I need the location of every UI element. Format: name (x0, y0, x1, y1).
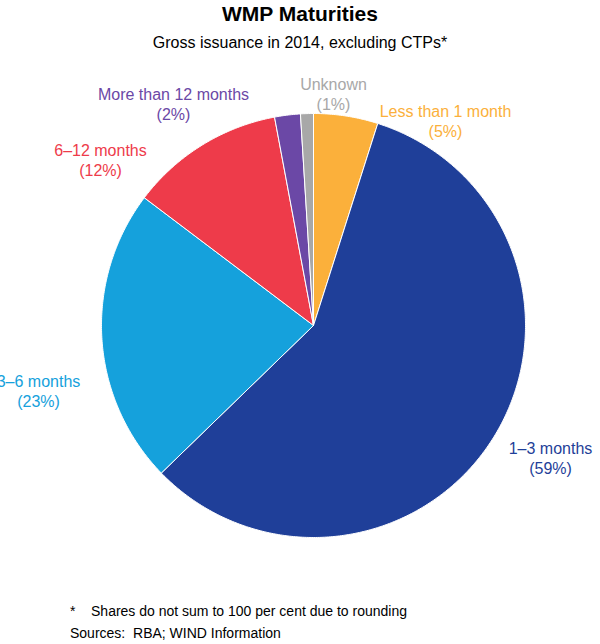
html-text:Sources: RBA; WIND Information: Sources: RBA; WIND Information (70, 625, 281, 641)
svg-text:More than 12 months(2%): More than 12 months(2%) (98, 86, 249, 123)
html-text:Gross issuance in 2014, exclud: Gross issuance in 2014, excluding CTPs* (152, 34, 448, 51)
svg-text:3–6 months(23%): 3–6 months(23%) (0, 373, 80, 410)
svg-text:6–12 months(12%): 6–12 months(12%) (54, 142, 147, 179)
html-text:* Shares do not sum to 100 per: * Shares do not sum to 100 per cent due … (70, 603, 407, 619)
svg-text:Unknown(1%): Unknown(1%) (300, 76, 367, 113)
svg-text:Less than 1 month(5%): Less than 1 month(5%) (380, 103, 512, 140)
svg-text:1–3 months(59%): 1–3 months(59%) (509, 440, 593, 477)
html-text:WMP Maturities: WMP Maturities (222, 2, 378, 25)
